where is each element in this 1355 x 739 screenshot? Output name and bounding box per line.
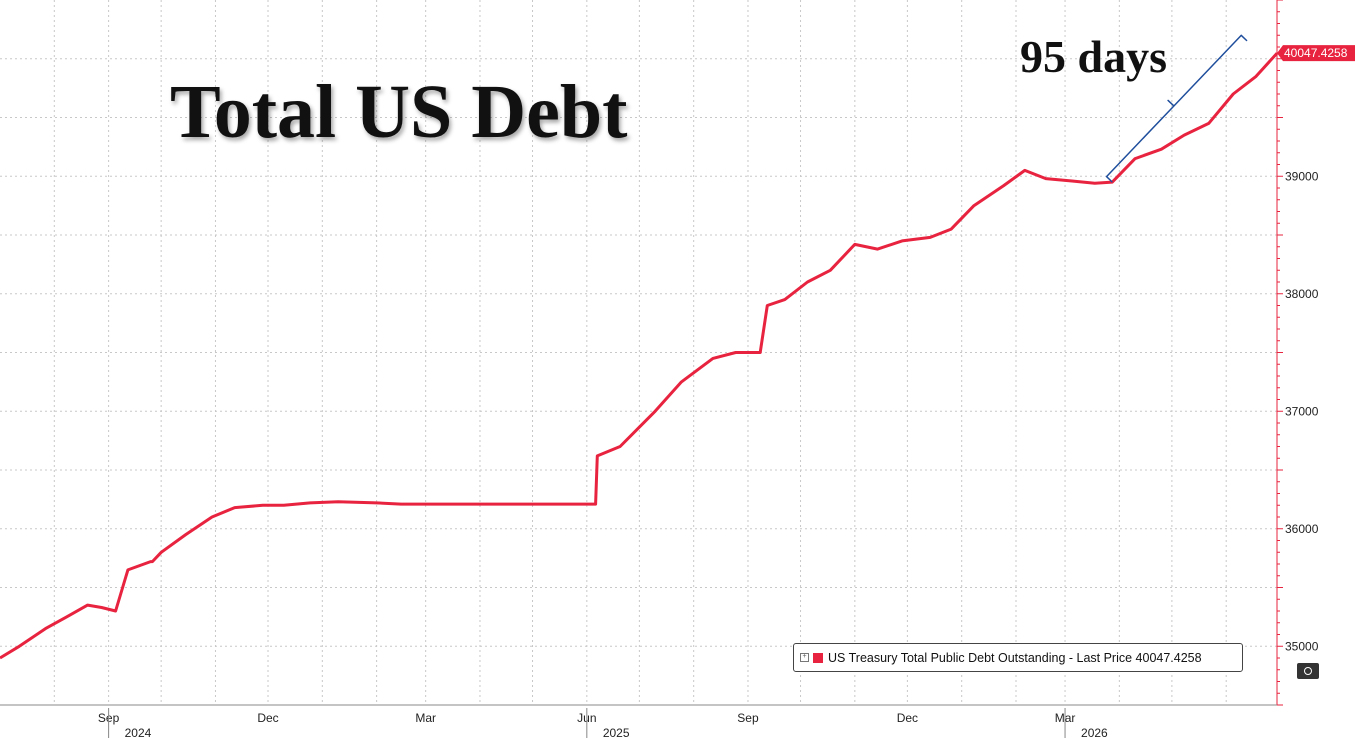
y-axis: 35000 36000 37000 38000 39000: [1276, 0, 1319, 706]
days-bracket: [1105, 34, 1248, 183]
series-layer: 40047.4258: [0, 45, 1355, 660]
days-annotation: 95 days: [1020, 31, 1167, 82]
x-tick-label: Dec: [257, 711, 278, 725]
annotation-layer: [1105, 34, 1248, 183]
x-tick-label: Dec: [897, 711, 918, 725]
legend[interactable]: + US Treasury Total Public Debt Outstand…: [793, 643, 1243, 672]
last-value-text: 40047.4258: [1284, 46, 1348, 60]
year-label: 2024: [125, 726, 152, 739]
year-label: 2025: [603, 726, 630, 739]
y-tick-label: 37000: [1285, 404, 1319, 418]
year-label: 2026: [1081, 726, 1108, 739]
y-tick-label: 38000: [1285, 287, 1319, 301]
y-tick-label: 39000: [1285, 169, 1319, 183]
last-value-label: 40047.4258: [1277, 45, 1355, 62]
x-tick-label: Mar: [415, 711, 436, 725]
legend-swatch: [813, 652, 823, 663]
y-tick-label: 36000: [1285, 522, 1319, 536]
legend-label: US Treasury Total Public Debt Outstandin…: [828, 650, 1202, 665]
debt-series-line: [0, 52, 1279, 660]
y-tick-label: 35000: [1285, 639, 1319, 653]
x-tick-label: Sep: [737, 711, 759, 725]
camera-icon[interactable]: [1297, 663, 1319, 679]
chart-title: Total US Debt: [170, 70, 627, 154]
legend-toggle-icon[interactable]: +: [800, 653, 809, 662]
